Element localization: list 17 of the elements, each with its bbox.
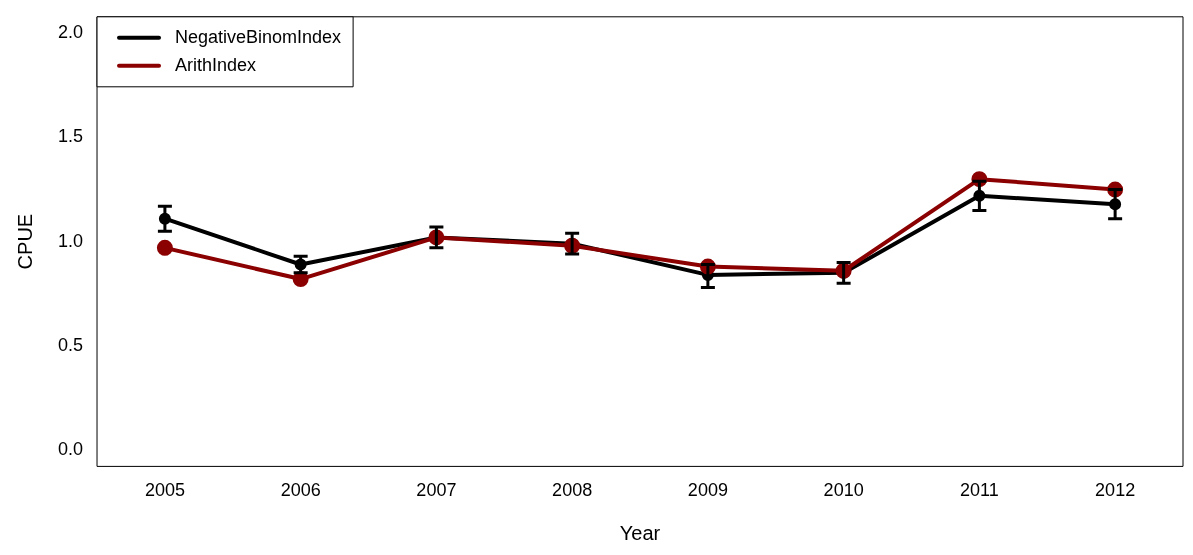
y-tick-label: 0.5 [57,334,84,355]
legend-label: ArithIndex [175,54,257,75]
y-tick-label: 0.0 [57,438,84,459]
x-tick-label: 2005 [144,480,185,501]
y-tick-label: 2.0 [57,22,84,43]
legend-label: NegativeBinomIndex [175,26,342,47]
x-tick-label: 2010 [823,480,864,501]
x-tick-label: 2009 [687,480,728,501]
y-tick-label: 1.5 [57,126,84,147]
x-tick-label: 2006 [280,480,321,501]
y-tick-label: 1.0 [57,230,84,251]
x-tick-label: 2008 [552,480,593,501]
x-axis-title: Year [619,521,661,544]
x-tick-label: 2007 [416,480,457,501]
x-tick-label: 2011 [960,480,999,501]
x-tick-label: 2012 [1095,480,1136,501]
y-axis-title: CPUE [13,213,36,270]
